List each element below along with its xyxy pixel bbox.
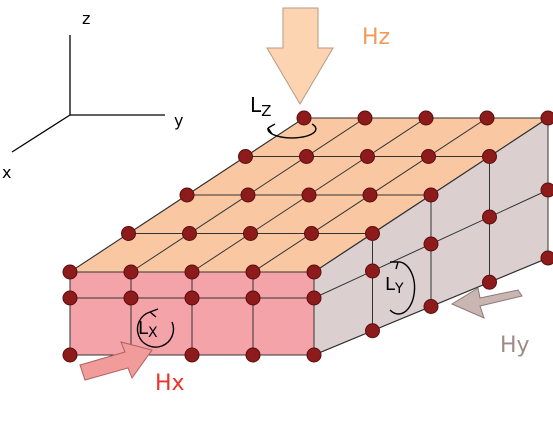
axes xyxy=(11,35,165,153)
box xyxy=(62,110,553,363)
lx-arrowhead xyxy=(149,308,159,318)
atom xyxy=(301,187,317,203)
moment-label: LZ xyxy=(250,93,271,120)
moment-sub: X xyxy=(148,325,158,341)
atom xyxy=(121,226,136,241)
atom xyxy=(238,149,253,164)
field-label: Hy xyxy=(500,333,530,358)
atom xyxy=(306,264,322,280)
axis-label: x xyxy=(2,163,11,182)
atom xyxy=(62,264,78,280)
hz-arrow xyxy=(266,7,334,105)
ly-loop xyxy=(389,261,416,315)
atom xyxy=(482,149,497,164)
atom xyxy=(245,347,261,363)
atom xyxy=(306,347,322,363)
atom xyxy=(299,149,314,164)
atom xyxy=(182,226,197,241)
atom xyxy=(179,187,195,203)
atom xyxy=(418,110,434,126)
ly-arrowhead xyxy=(390,261,399,270)
atom xyxy=(540,182,553,198)
moment-label: LY xyxy=(385,274,404,297)
moment-sub: Z xyxy=(261,102,271,120)
atom xyxy=(296,110,312,126)
atom xyxy=(365,263,380,279)
atom xyxy=(357,110,373,126)
atom xyxy=(423,236,439,252)
atom xyxy=(184,264,200,280)
lz-loop xyxy=(267,123,317,139)
atom xyxy=(243,226,258,241)
hx-arrow xyxy=(79,341,153,381)
atom xyxy=(360,149,375,164)
moment-main: L xyxy=(385,274,395,295)
atom xyxy=(421,149,436,164)
hy-arrow xyxy=(450,287,523,319)
atom xyxy=(482,209,497,225)
atom xyxy=(479,110,495,126)
atom xyxy=(362,187,378,203)
atom xyxy=(240,187,256,203)
atom xyxy=(423,187,439,203)
atom xyxy=(62,347,78,363)
atom xyxy=(123,290,139,306)
atom xyxy=(304,226,319,241)
atom xyxy=(62,290,78,306)
atom xyxy=(482,274,497,290)
atom xyxy=(245,264,261,280)
atom xyxy=(184,347,200,363)
field-label: Hx xyxy=(155,371,185,396)
moment-label: LX xyxy=(138,318,158,341)
x-axis xyxy=(11,114,71,153)
axis-label: z xyxy=(82,9,90,28)
atom xyxy=(365,323,380,339)
moment-sub: Y xyxy=(394,281,404,297)
axis-label: y xyxy=(174,111,183,130)
moment-main: L xyxy=(250,93,262,117)
atom xyxy=(423,299,439,314)
lz-arrowhead xyxy=(267,123,276,135)
atom xyxy=(306,290,322,306)
atom xyxy=(184,290,200,306)
atom xyxy=(540,250,553,266)
atom xyxy=(540,110,553,126)
lx-loop xyxy=(136,311,175,348)
atom xyxy=(245,290,261,306)
atom xyxy=(123,264,139,280)
field-label: Hz xyxy=(362,25,390,50)
atom xyxy=(365,226,380,241)
moment-main: L xyxy=(138,318,148,339)
